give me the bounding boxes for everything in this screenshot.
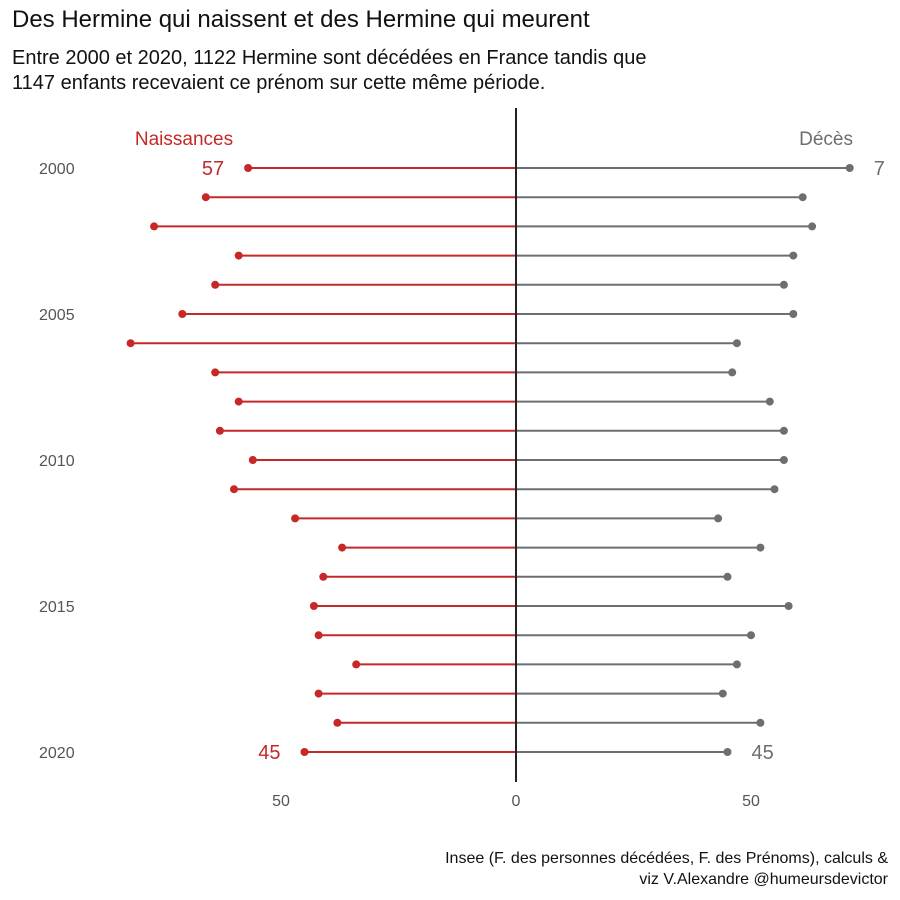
chart-title: Des Hermine qui naissent et des Hermine … <box>12 6 590 33</box>
lollipop-point-right-2013 <box>756 543 765 552</box>
lollipop-point-left-2019 <box>333 718 342 727</box>
lollipop-point-right-2004 <box>779 280 788 289</box>
lollipop-point-right-2010 <box>779 456 788 464</box>
lollipop-point-left-2004 <box>211 280 220 289</box>
lollipop-point-left-2015 <box>309 602 318 610</box>
lollipop-point-right-2020 <box>723 748 732 756</box>
lollipop-point-right-2019 <box>756 718 765 727</box>
lollipop-point-left-2020 <box>300 748 309 756</box>
lollipop-point-right-2012 <box>714 514 723 523</box>
source-caption: Insee (F. des personnes décédées, F. des… <box>445 848 888 890</box>
caption-line-1: Insee (F. des personnes décédées, F. des… <box>445 850 888 867</box>
caption-line-2: viz V.Alexandre @humeursdevictor <box>639 871 888 888</box>
lollipop-point-left-2013 <box>338 543 347 552</box>
lollipop-point-left-2007 <box>211 368 220 377</box>
x-tick-label--50: 50 <box>272 793 290 810</box>
chart-subtitle: Entre 2000 et 2020, 1122 Hermine sont dé… <box>12 46 872 96</box>
lollipop-point-left-2006 <box>126 339 135 348</box>
annotation-deaths-2020: 45 <box>752 742 774 764</box>
lollipop-point-right-2001 <box>798 193 807 202</box>
annotation-births-2020: 45 <box>258 742 280 764</box>
lollipop-point-right-2000 <box>845 164 854 172</box>
lollipop-point-left-2014 <box>319 572 328 581</box>
subtitle-line-1: Entre 2000 et 2020, 1122 Hermine sont dé… <box>12 47 647 69</box>
lollipop-point-right-2009 <box>779 426 788 435</box>
lollipop-point-right-2016 <box>747 631 755 640</box>
lollipop-point-right-2015 <box>784 602 793 610</box>
lollipop-point-left-2016 <box>314 631 323 640</box>
y-tick-label-2015: 2015 <box>39 599 75 616</box>
x-tick-label-0: 0 <box>512 793 521 810</box>
x-tick-label-50: 50 <box>742 793 760 810</box>
annotation-births-2000: 57 <box>202 158 224 180</box>
lollipop-point-right-2003 <box>789 251 798 260</box>
y-tick-label-2020: 2020 <box>39 745 75 762</box>
lollipop-point-right-2007 <box>728 368 737 377</box>
lollipop-point-left-2011 <box>230 485 238 494</box>
annotation-deaths-2000: 7 <box>874 158 885 180</box>
lollipop-point-right-2014 <box>723 572 732 581</box>
y-tick-label-2010: 2010 <box>39 453 75 470</box>
lollipop-point-left-2008 <box>234 397 243 406</box>
lollipop-point-right-2002 <box>808 222 817 231</box>
subtitle-line-2: 1147 enfants recevaient ce prénom sur ce… <box>12 72 546 94</box>
lollipop-point-left-2001 <box>201 193 210 202</box>
lollipop-point-left-2009 <box>215 426 224 435</box>
y-tick-label-2005: 2005 <box>39 307 75 324</box>
lollipop-point-left-2005 <box>178 310 187 318</box>
lollipop-point-right-2005 <box>789 310 798 318</box>
lollipop-point-right-2017 <box>732 660 741 669</box>
lollipop-point-right-2011 <box>770 485 779 494</box>
lollipop-point-right-2018 <box>718 689 727 698</box>
y-tick-label-2000: 2000 <box>39 161 75 178</box>
lollipop-point-right-2006 <box>732 339 741 348</box>
lollipop-point-right-2008 <box>765 397 774 406</box>
series-label-deaths: Décès <box>799 129 853 150</box>
lollipop-point-left-2002 <box>150 222 159 231</box>
series-label-births: Naissances <box>135 129 233 150</box>
lollipop-point-left-2003 <box>234 251 243 260</box>
lollipop-point-left-2000 <box>244 164 253 172</box>
lollipop-point-left-2012 <box>291 514 300 523</box>
lollipop-point-left-2017 <box>352 660 361 669</box>
lollipop-point-left-2010 <box>248 456 257 464</box>
lollipop-point-left-2018 <box>314 689 323 698</box>
